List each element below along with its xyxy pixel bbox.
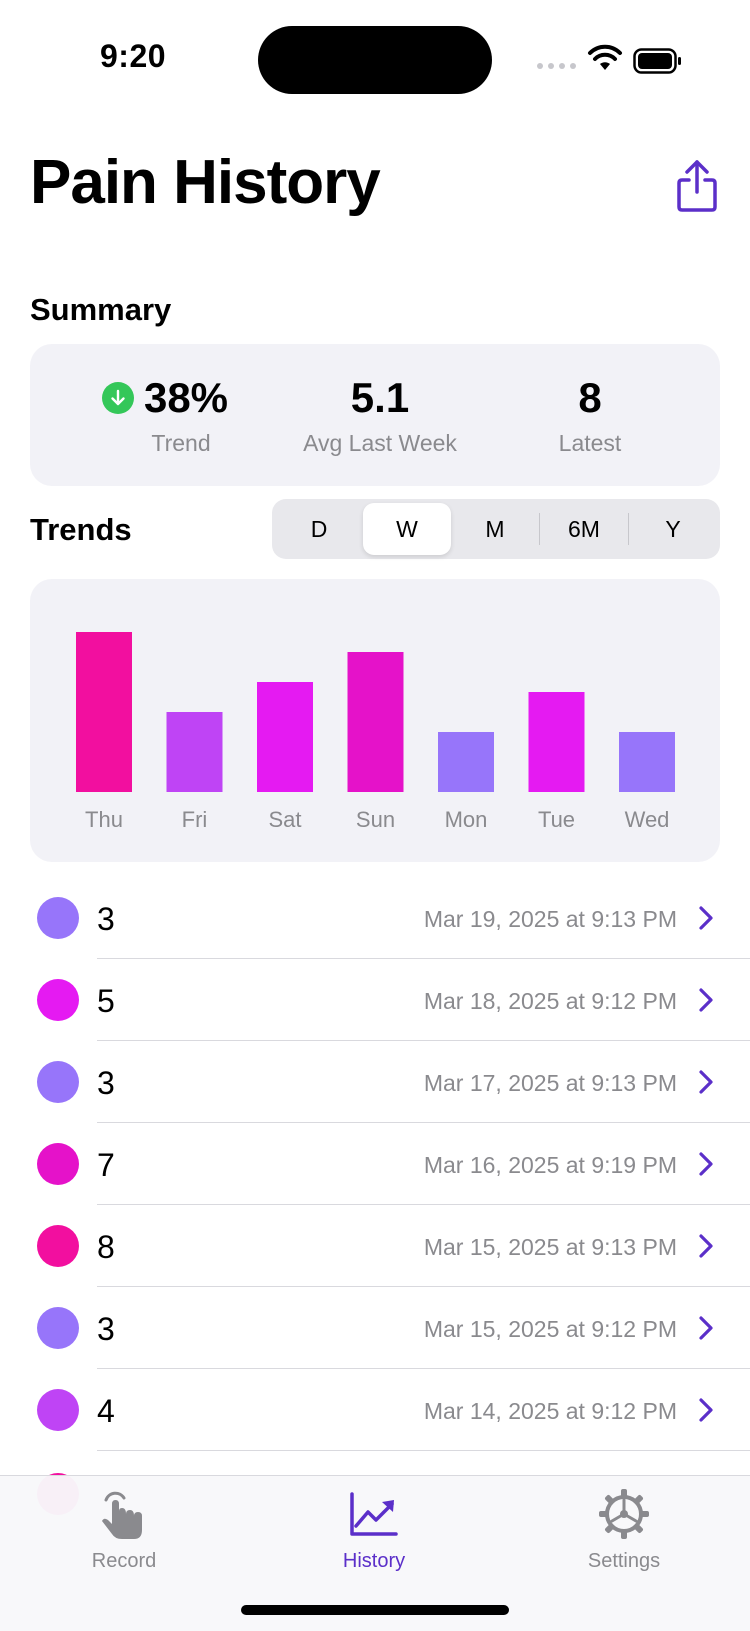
trends-heading: Trends <box>30 512 132 547</box>
chart-bar-fri <box>166 712 223 792</box>
avg-stat: 5.1 Avg Last Week <box>275 374 485 457</box>
segment-month[interactable]: M <box>485 515 505 542</box>
list-item[interactable]: 3 Mar 19, 2025 at 9:13 PM <box>0 877 750 959</box>
pain-level-dot <box>37 979 79 1021</box>
chart-bar-tue <box>528 692 585 792</box>
trend-value: 38% <box>143 374 229 421</box>
time-range-segmented-control: D W M 6M Y <box>272 499 720 559</box>
trend-chart-card: Thu Fri Sat Sun Mon Tue Wed <box>30 579 720 862</box>
wifi-icon <box>588 44 622 70</box>
tab-settings[interactable]: Settings <box>544 1486 704 1573</box>
x-tick-label: Sat <box>268 807 301 832</box>
chart-bar-wed <box>619 732 675 792</box>
trend-label: Trend <box>151 430 211 456</box>
home-indicator <box>241 1605 509 1615</box>
tab-record[interactable]: Record <box>44 1486 204 1573</box>
arrow-down-circle-icon <box>101 382 134 414</box>
list-item[interactable]: 3 Mar 15, 2025 at 9:12 PM <box>0 1287 750 1369</box>
segment-week[interactable]: W <box>363 503 451 555</box>
share-icon <box>677 160 717 212</box>
entry-pain-value: 3 <box>97 1311 115 1347</box>
trend-stat: 38% Trend <box>80 374 250 457</box>
tab-history[interactable]: History <box>294 1486 454 1573</box>
x-tick-label: Fri <box>182 807 208 832</box>
list-item[interactable]: 7 Mar 16, 2025 at 9:19 PM <box>0 1123 750 1205</box>
latest-label: Latest <box>558 430 622 456</box>
avg-value: 5.1 <box>350 374 410 421</box>
pain-level-dot <box>37 1061 79 1103</box>
entry-pain-value: 7 <box>97 1147 115 1183</box>
pain-level-dot <box>37 1307 79 1349</box>
chart-bar-sat <box>257 682 313 792</box>
x-tick-label: Tue <box>538 807 575 832</box>
segment-year[interactable]: Y <box>665 515 681 542</box>
status-time: 9:20 <box>100 38 167 74</box>
battery-icon <box>633 48 681 74</box>
row-separator <box>97 1122 750 1123</box>
row-separator <box>97 1368 750 1369</box>
pain-entry-list: 3 Mar 19, 2025 at 9:13 PM 5 Mar 18, 2025… <box>0 877 750 1451</box>
x-tick-label: Sun <box>356 807 395 832</box>
segment-divider <box>539 513 540 545</box>
list-item[interactable]: 8 Mar 15, 2025 at 9:13 PM <box>0 1205 750 1287</box>
latest-stat: 8 Latest <box>520 374 660 457</box>
segment-six-months[interactable]: 6M <box>568 515 600 542</box>
chevron-right-icon <box>699 1234 713 1258</box>
chart-bar-sun <box>347 652 404 792</box>
x-tick-label: Mon <box>445 807 488 832</box>
gear-icon <box>599 1489 649 1539</box>
segment-divider <box>628 513 629 545</box>
row-separator <box>97 1450 750 1451</box>
entry-date: Mar 15, 2025 at 9:13 PM <box>423 1234 677 1260</box>
entry-pain-value: 8 <box>97 1229 115 1265</box>
x-tick-label: Thu <box>85 807 123 832</box>
pain-level-dot <box>37 1389 79 1431</box>
chevron-right-icon <box>699 1316 713 1340</box>
list-item[interactable]: 4 Mar 14, 2025 at 9:12 PM <box>0 1369 750 1451</box>
share-button[interactable] <box>673 158 721 214</box>
entry-date: Mar 17, 2025 at 9:13 PM <box>423 1070 677 1096</box>
trend-bar-chart: Thu Fri Sat Sun Mon Tue Wed <box>76 632 675 832</box>
tab-settings-label: Settings <box>587 1550 661 1572</box>
pain-level-dot <box>37 1143 79 1185</box>
row-separator <box>97 1204 750 1205</box>
summary-card: 38% Trend 5.1 Avg Last Week 8 Latest <box>30 344 720 486</box>
chart-trend-icon <box>350 1492 398 1536</box>
summary-heading: Summary <box>30 292 172 327</box>
pain-level-dot <box>37 1225 79 1267</box>
chevron-right-icon <box>699 1398 713 1422</box>
tab-history-label: History <box>342 1550 406 1572</box>
chevron-right-icon <box>699 906 713 930</box>
entry-date: Mar 15, 2025 at 9:12 PM <box>423 1316 677 1342</box>
tab-record-label: Record <box>91 1550 157 1572</box>
chart-bar-mon <box>438 732 494 792</box>
hand-tap-icon <box>102 1491 142 1539</box>
entry-date: Mar 19, 2025 at 9:13 PM <box>423 906 677 932</box>
dynamic-island <box>258 26 492 94</box>
list-item[interactable]: 3 Mar 17, 2025 at 9:13 PM <box>0 1041 750 1123</box>
chart-bar-thu <box>76 632 132 792</box>
entry-pain-value: 5 <box>97 983 115 1019</box>
row-separator <box>97 1286 750 1287</box>
segment-day[interactable]: D <box>310 515 328 542</box>
entry-pain-value: 3 <box>97 901 115 937</box>
chevron-right-icon <box>699 1152 713 1176</box>
list-item[interactable]: 5 Mar 18, 2025 at 9:12 PM <box>0 959 750 1041</box>
row-separator <box>97 1040 750 1041</box>
avg-label: Avg Last Week <box>303 430 457 456</box>
entry-date: Mar 14, 2025 at 9:12 PM <box>423 1398 677 1424</box>
row-separator <box>97 958 750 959</box>
chevron-right-icon <box>699 1070 713 1094</box>
entry-pain-value: 4 <box>97 1393 115 1429</box>
chevron-right-icon <box>699 988 713 1012</box>
status-bar: 9:20 <box>0 0 750 110</box>
entry-pain-value: 3 <box>97 1065 115 1101</box>
entry-date: Mar 16, 2025 at 9:19 PM <box>423 1152 677 1178</box>
latest-value: 8 <box>578 374 602 421</box>
x-tick-label: Wed <box>625 807 670 832</box>
pain-level-dot <box>37 897 79 939</box>
cellular-signal-icon <box>537 63 576 69</box>
page-title: Pain History <box>30 148 381 217</box>
entry-date: Mar 18, 2025 at 9:12 PM <box>423 988 677 1014</box>
